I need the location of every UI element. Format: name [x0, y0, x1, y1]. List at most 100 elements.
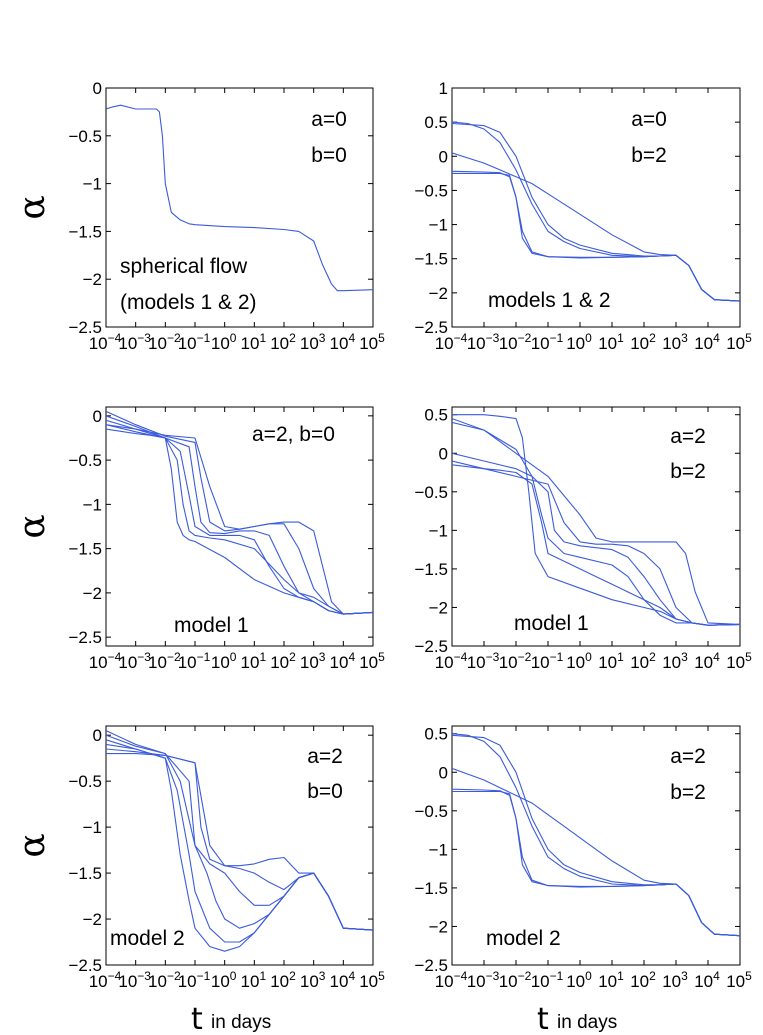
- y-tick-label: −2.5: [68, 956, 102, 975]
- panel-6: 0.5 0 −0.5 −1 −1.5 −2 −2.510−4 10−3 10−2 10−1 100 1…: [414, 725, 752, 991]
- x-axis-title-right: t in days: [537, 1002, 617, 1035]
- x-tick-label: 102: [270, 650, 296, 672]
- x-tick-label: 10−3: [118, 331, 151, 353]
- x-tick-label: 10−2: [148, 331, 181, 353]
- x-tick-label: 101: [598, 650, 624, 672]
- y-tick-label: −2.5: [414, 318, 448, 337]
- series-line-n4: [452, 452, 740, 626]
- x-tick-label: 103: [300, 331, 326, 353]
- x-tick-label: 100: [211, 331, 237, 353]
- y-tick-label: −2: [83, 910, 102, 929]
- y-tick-label: 0.5: [424, 406, 448, 425]
- y-tick-label: −0.5: [68, 772, 102, 791]
- x-axis-title-left: t in days: [191, 1002, 271, 1035]
- y-tick-label: −0.5: [68, 451, 102, 470]
- y-tick-label: 0: [439, 444, 448, 463]
- y-tick-label: −2: [429, 917, 448, 936]
- panel-annotation: a=2, b=0: [252, 423, 335, 446]
- panel-annotation: a=2: [670, 745, 706, 768]
- series-line-c2: [452, 122, 740, 302]
- x-tick-label: 104: [330, 331, 356, 353]
- x-tick-label: 105: [359, 331, 385, 353]
- x-tick-label: 103: [300, 969, 326, 991]
- x-tick-label: 10−2: [499, 969, 532, 991]
- y-tick-label: 0.5: [424, 113, 448, 132]
- panel-annotation: model 2: [486, 927, 561, 950]
- series-line-m1c: [106, 419, 373, 615]
- y-tick-label: 0.5: [424, 725, 448, 744]
- series-group: [452, 121, 740, 302]
- x-tick-label: 10−1: [178, 650, 211, 672]
- y-tick-label: −1: [83, 495, 102, 514]
- panel-annotation: b=2: [631, 144, 667, 167]
- x-tick-label: 10−4: [89, 969, 122, 991]
- panel-2: 1 0.5 0 −0.5 −1 −1.5 −2 −2.510−4 10−3 10−2 10−1 100…: [414, 79, 752, 353]
- x-tick-label: 103: [662, 969, 688, 991]
- x-tick-label: 101: [241, 650, 267, 672]
- series-line-p2: [106, 739, 373, 943]
- x-tick-label: 105: [726, 969, 752, 991]
- series-group: [452, 414, 740, 626]
- x-tick-label: 103: [300, 650, 326, 672]
- x-tick-label: 103: [662, 331, 688, 353]
- panel-3: 0−0.5−1−1.5−2−2.510−410−310−210−1 100 101 1…: [12, 406, 385, 672]
- y-tick-label: −1.5: [68, 540, 102, 559]
- y-tick-label: −2: [83, 270, 102, 289]
- x-tick-label: 10−2: [499, 331, 532, 353]
- x-tick-label: 102: [630, 331, 656, 353]
- plot-frame: [105, 725, 374, 966]
- x-tick-label: 104: [694, 969, 720, 991]
- x-tick-label: 102: [270, 969, 296, 991]
- series-line-c3: [452, 152, 740, 302]
- x-tick-label: 10−3: [467, 650, 500, 672]
- x-tick-label: 10−4: [435, 969, 468, 991]
- x-tick-label: 100: [566, 969, 592, 991]
- y-tick-label: −1: [83, 175, 102, 194]
- x-tick-label: 10−3: [118, 650, 151, 672]
- series-line-n3: [452, 421, 740, 626]
- x-tick-label: 10−3: [467, 969, 500, 991]
- series-group: [452, 733, 740, 937]
- y-tick-label: −0.5: [414, 802, 448, 821]
- y-tick-label: −2.5: [414, 956, 448, 975]
- series-group: [106, 730, 373, 952]
- x-tick-label: 103: [662, 650, 688, 672]
- y-tick-label: −1: [429, 840, 448, 859]
- x-tick-label: 105: [359, 969, 385, 991]
- series-line-q1: [452, 790, 740, 937]
- panel-annotation: models 1 & 2: [488, 289, 611, 312]
- y-tick-label: −1: [429, 521, 448, 540]
- panel-1: 0−0.5−1−1.5−2−2.510−410−310−210−1 100 101 1…: [12, 79, 385, 353]
- y-axis-label: α: [12, 833, 53, 857]
- series-line-p5: [106, 748, 373, 931]
- x-tick-label: 104: [694, 331, 720, 353]
- y-tick-label: 0: [93, 407, 102, 426]
- panel-annotation: model 1: [514, 612, 589, 635]
- panel-annotation: a=2: [307, 745, 343, 768]
- panel-annotation: a=2: [670, 425, 706, 448]
- x-tick-label: 10−1: [531, 650, 564, 672]
- series-line-c4: [452, 121, 740, 302]
- x-axis-title-unit: in days: [211, 1012, 271, 1033]
- x-tick-label: 100: [566, 331, 592, 353]
- series-group: [106, 410, 373, 615]
- y-tick-label: −2.5: [414, 637, 448, 656]
- x-tick-label: 10−2: [148, 969, 181, 991]
- x-tick-label: 102: [630, 969, 656, 991]
- x-tick-label: 102: [630, 650, 656, 672]
- plot-frame: [451, 87, 741, 328]
- y-tick-label: −1.5: [414, 560, 448, 579]
- x-tick-label: 105: [359, 650, 385, 672]
- x-tick-label: 101: [598, 331, 624, 353]
- y-tick-label: 0: [93, 79, 102, 98]
- y-tick-label: 0: [439, 763, 448, 782]
- x-axis-title-t: t: [537, 1002, 549, 1035]
- panel-annotation: b=0: [307, 780, 343, 803]
- y-tick-label: −0.5: [414, 181, 448, 200]
- x-tick-label: 10−4: [435, 650, 468, 672]
- x-tick-label: 104: [330, 969, 356, 991]
- y-tick-label: −1.5: [414, 879, 448, 898]
- x-tick-label: 10−3: [467, 331, 500, 353]
- series-line-m1f: [106, 424, 373, 615]
